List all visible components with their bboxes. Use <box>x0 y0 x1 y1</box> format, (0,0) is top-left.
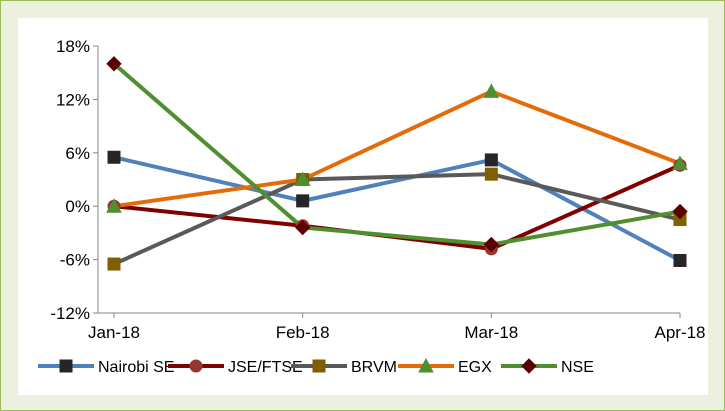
legend-item-brvm: BRVM <box>291 359 397 376</box>
legend-swatch-marker <box>521 358 537 374</box>
legend-label: JSE/FTSE <box>228 359 303 376</box>
legend-item-nse: NSE <box>501 358 594 376</box>
series-line-brvm <box>112 172 682 267</box>
line-chart: 18% 12% 6% 0% -6% -12%Jan-18 Feb-18 Mar-18 Apr-1… <box>38 37 706 376</box>
y-tick-label: -12% <box>50 304 90 323</box>
data-point-brvm <box>107 257 121 271</box>
data-point-nairobi-se <box>107 150 121 164</box>
data-point-nse <box>106 56 122 72</box>
chart-area: 18% 12% 6% 0% -6% -12% Jan-18 Feb-18 Mar-18 Apr-1… <box>18 18 708 395</box>
legend-item-egx: EGX <box>398 357 492 376</box>
tick-labels: 18% 12% 6% 0% -6% -12%Jan-18 Feb-18 Mar-18 Apr-1… <box>50 37 705 342</box>
y-tick-label: 18% <box>56 37 90 56</box>
legend-swatch-marker <box>418 357 434 373</box>
series-markers <box>106 56 688 271</box>
x-tick-label: Apr-18 <box>654 323 705 342</box>
data-point-nairobi-se <box>673 253 687 267</box>
legend-swatch-marker <box>59 359 73 373</box>
y-tick-label: 12% <box>56 90 90 109</box>
data-point-nse <box>483 236 500 253</box>
legend-item-nairobi-se: Nairobi SE <box>38 359 174 376</box>
legend-label: BRVM <box>351 359 397 376</box>
legend-swatch-marker <box>189 359 203 373</box>
legend-label: NSE <box>561 359 594 376</box>
y-tick-label: -6% <box>60 251 90 270</box>
data-point-egx <box>294 171 311 186</box>
legend-label: EGX <box>458 359 492 376</box>
x-tick-label: Feb-18 <box>276 323 330 342</box>
x-tick-label: Jan-18 <box>88 323 140 342</box>
data-point-nairobi-se <box>484 153 498 167</box>
series-line-nairobi-se <box>112 155 682 263</box>
data-point-brvm <box>484 167 498 181</box>
legend-label: Nairobi SE <box>98 359 174 376</box>
axes <box>93 45 681 318</box>
data-point-egx <box>672 155 688 170</box>
series-lines <box>112 61 682 267</box>
x-tick-label: Mar-18 <box>464 323 518 342</box>
data-point-nse <box>294 219 311 236</box>
data-point-egx <box>106 198 122 213</box>
series-line-nse <box>112 61 682 247</box>
legend-item-jse-ftse: JSE/FTSE <box>168 359 303 376</box>
y-tick-label: 6% <box>65 144 90 163</box>
data-point-nse <box>672 203 688 220</box>
data-point-egx <box>483 83 500 98</box>
series-line-egx <box>112 89 682 209</box>
legend: Nairobi SE JSE/FTSE BRVM EGX NSE <box>38 357 594 376</box>
data-point-nairobi-se <box>296 194 310 208</box>
legend-swatch-marker <box>312 359 326 373</box>
y-tick-label: 0% <box>65 197 90 216</box>
